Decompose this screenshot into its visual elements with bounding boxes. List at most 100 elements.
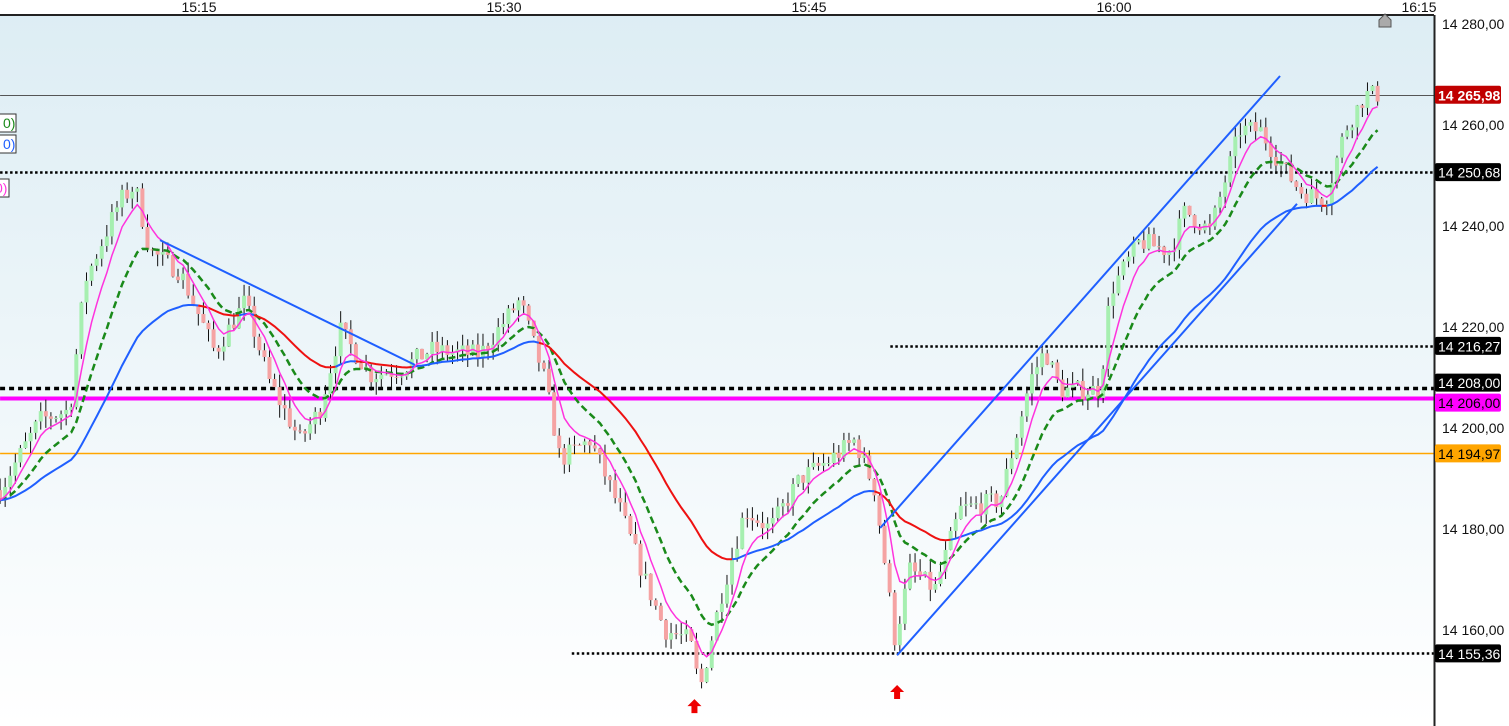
candle-body	[1365, 91, 1370, 108]
candle-body	[191, 295, 196, 305]
candle-body	[1350, 127, 1355, 131]
ma-long	[253, 314, 336, 369]
candle-body	[79, 302, 84, 355]
candle-body	[440, 345, 445, 353]
candle-body	[28, 432, 33, 442]
ma-long	[1326, 166, 1379, 207]
candle-body	[297, 430, 302, 432]
candle-body	[247, 295, 252, 306]
candle-body	[1360, 105, 1365, 108]
ma-long	[950, 204, 1322, 541]
candle-body	[821, 463, 826, 466]
candle-body	[1299, 187, 1304, 194]
candle-body	[348, 329, 353, 345]
candle-body	[358, 363, 363, 370]
candle-body	[353, 344, 358, 364]
candle-body	[689, 629, 694, 641]
candle-body	[1065, 387, 1070, 398]
candle-body	[694, 640, 699, 669]
candle-body	[394, 376, 399, 378]
level-label-bg	[1435, 85, 1501, 104]
candle-body	[521, 300, 526, 306]
candle-body	[1314, 189, 1319, 199]
candle-body	[282, 405, 287, 409]
candle-body	[1116, 275, 1121, 294]
candle-body	[582, 441, 587, 446]
candle-body	[653, 600, 658, 606]
candle-body	[1126, 256, 1131, 262]
x-tick-label: 15:15	[181, 0, 216, 15]
candle-body	[277, 387, 282, 406]
legend-ma-magenta[interactable]: 0)	[0, 178, 10, 198]
right-axis-background	[1434, 15, 1509, 726]
candle-body	[704, 667, 709, 683]
y-axis-ticks: 14 280,00 14 260,00 14 240,00 14 220,00 14 2…	[1442, 16, 1504, 638]
candle-body	[989, 493, 994, 495]
ma-long	[538, 341, 733, 561]
x-tick-label: 15:45	[791, 0, 826, 15]
candle-body	[1157, 246, 1162, 248]
candle-body	[801, 475, 806, 483]
candle-body	[979, 503, 984, 515]
scroll-marker-icon[interactable]	[1378, 13, 1392, 28]
legend-ma-blue[interactable]: 0)	[0, 134, 17, 154]
candle-body	[852, 439, 857, 443]
candle-body	[59, 414, 64, 418]
candle-body	[902, 588, 907, 624]
candle-body	[48, 416, 53, 419]
candle-body	[1040, 353, 1045, 368]
trend-line	[896, 203, 1298, 656]
candle-body	[643, 573, 648, 576]
level-label: 14 155,36	[1438, 646, 1500, 662]
candle-body	[1284, 162, 1289, 164]
candle-body	[226, 324, 231, 347]
candle-body	[755, 520, 760, 523]
candle-body	[374, 379, 379, 383]
candle-body	[719, 603, 724, 613]
candle-body	[18, 448, 23, 463]
candle-body	[323, 394, 328, 419]
candle-body	[1228, 156, 1233, 183]
candle-body	[1218, 196, 1223, 208]
candle-body	[186, 273, 191, 296]
candle-body	[674, 633, 679, 635]
candle-body	[1121, 261, 1126, 276]
candle-body	[648, 573, 653, 601]
candle-body	[608, 476, 613, 481]
candle-body	[994, 493, 999, 508]
candle-body	[486, 345, 491, 350]
candle-body	[663, 620, 668, 640]
level-label-bg	[1435, 393, 1501, 412]
candle-body	[1014, 437, 1019, 459]
candle-body	[907, 562, 912, 589]
candle-body	[272, 378, 277, 388]
candle-body	[1187, 205, 1192, 216]
candle-body	[165, 252, 170, 256]
candle-body	[1355, 105, 1360, 128]
candle-body	[1070, 383, 1075, 388]
candle-body	[460, 345, 465, 350]
candle-body	[140, 188, 145, 227]
candle-body	[597, 448, 602, 455]
candle-body	[292, 426, 297, 431]
candle-body	[333, 356, 338, 374]
y-tick-label: 14 240,00	[1442, 218, 1504, 234]
candle-body	[74, 354, 79, 408]
candle-body	[257, 336, 262, 351]
candle-body	[1080, 380, 1085, 400]
x-tick-label: 16:15	[1401, 0, 1436, 15]
candle-body	[450, 352, 455, 355]
candle-body	[1375, 85, 1380, 102]
candle-body	[1141, 240, 1146, 249]
candle-body	[775, 506, 780, 519]
candle-body	[94, 258, 99, 266]
legend-ma-green[interactable]: 0)	[0, 113, 17, 133]
candle-body	[501, 324, 506, 328]
candle-body	[69, 407, 74, 410]
candle-body	[23, 441, 28, 449]
candle-body	[811, 462, 816, 468]
candle-body	[13, 462, 18, 476]
candle-body	[958, 505, 963, 520]
buy-arrow-icon	[687, 699, 702, 714]
